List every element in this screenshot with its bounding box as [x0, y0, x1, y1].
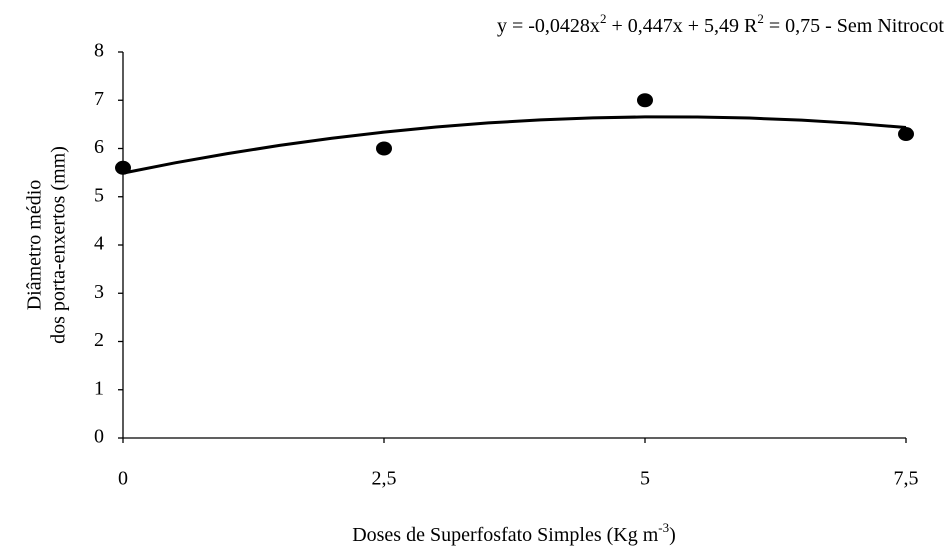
- y-tick-label: 0: [94, 426, 104, 448]
- y-tick-label: 5: [94, 184, 104, 206]
- equation-part: = 0,75 - Sem Nitrocot: [764, 15, 945, 37]
- x-tick-label: 5: [640, 468, 650, 490]
- y-tick-label: 4: [94, 233, 104, 255]
- trendline: [122, 115, 907, 175]
- y-tick-label: 6: [94, 136, 104, 158]
- data-point: [115, 160, 131, 175]
- x-axis-title-sup: -3: [658, 520, 669, 535]
- equation-part: + 0,447x + 5,49 R: [606, 15, 758, 37]
- y-tick-label: 2: [94, 329, 104, 351]
- y-axis-title: dos porta-enxertos (mm): [48, 146, 70, 344]
- y-tick-label: 1: [94, 377, 104, 399]
- x-axis-title-part: Doses de Superfosfato Simples (Kg m: [352, 524, 659, 546]
- y-axis-title: Diâmetro médio: [24, 180, 46, 311]
- y-tick-label: 3: [94, 281, 104, 303]
- y-tick-label: 8: [94, 40, 104, 62]
- equation-part: y = -0,0428x: [497, 15, 600, 37]
- x-axis-title-part: ): [669, 524, 676, 546]
- y-tick-label: 7: [94, 88, 104, 110]
- x-tick-label: 7,5: [894, 468, 919, 490]
- data-point: [637, 93, 653, 108]
- equation-sup: 2: [757, 11, 764, 26]
- x-axis-title: Doses de Superfosfato Simples (Kg m-3): [352, 520, 676, 546]
- equation: y = -0,0428x2 + 0,447x + 5,49 R2 = 0,75 …: [497, 11, 944, 37]
- data-point: [376, 141, 392, 156]
- x-tick-label: 0: [118, 468, 128, 490]
- x-tick-label: 2,5: [372, 468, 397, 490]
- data-point: [898, 127, 914, 142]
- equation-sup: 2: [600, 11, 607, 26]
